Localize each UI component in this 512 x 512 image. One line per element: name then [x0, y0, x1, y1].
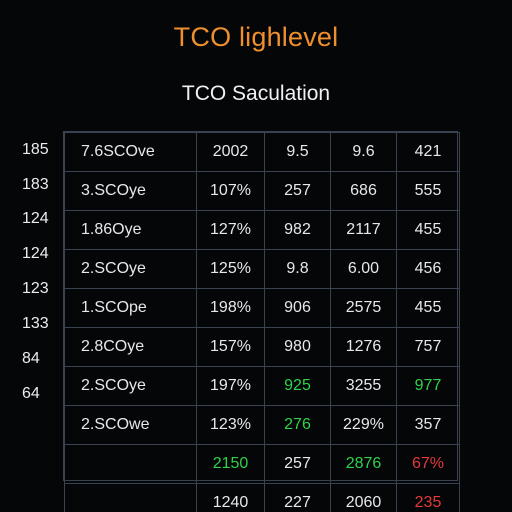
- table-cell: 980: [264, 327, 331, 367]
- table-cell: 1.86Oye: [64, 210, 197, 250]
- table-cell: 757: [396, 327, 460, 367]
- table-cell: 2060: [330, 483, 397, 512]
- table-row: 1.86Oye 127% 982 2117 455: [64, 210, 460, 250]
- row-index: 123: [22, 280, 49, 297]
- table-cell: 456: [396, 249, 460, 289]
- table-row: 2.SCOye 125% 9.8 6.00 456: [64, 249, 460, 289]
- table-cell: 7.6SCOve: [64, 132, 197, 172]
- table-cell: 276: [264, 405, 331, 445]
- row-index: 133: [22, 315, 49, 332]
- table-row: 2.SCOye 197% 925 3255 977: [64, 366, 460, 406]
- table-cell: 127%: [196, 210, 265, 250]
- table-cell: 2.SCOye: [64, 366, 197, 406]
- table-cell: 455: [396, 210, 460, 250]
- table-cell: 229%: [330, 405, 397, 445]
- table-cell: 257: [264, 444, 331, 484]
- table-row: 7.6SCOve 2002 9.5 9.6 421: [64, 132, 460, 172]
- table-cell: 2150: [196, 444, 265, 484]
- table-cell: 123%: [196, 405, 265, 445]
- table-cell: [64, 444, 197, 484]
- table-cell: 1240: [196, 483, 265, 512]
- table-row: 2.8COye 157% 980 1276 757: [64, 327, 460, 367]
- table-cell: 3255: [330, 366, 397, 406]
- table-cell: 2.SCOye: [64, 249, 197, 289]
- row-index: 185: [22, 141, 49, 158]
- table-cell: 198%: [196, 288, 265, 328]
- table-cell: 257: [264, 171, 331, 211]
- table-cell: 357: [396, 405, 460, 445]
- table-cell: 925: [264, 366, 331, 406]
- table-cell: 9.8: [264, 249, 331, 289]
- table-cell: 1.SCOpe: [64, 288, 197, 328]
- table-row: 1.SCOpe 198% 906 2575 455: [64, 288, 460, 328]
- table-cell: 977: [396, 366, 460, 406]
- table-cell: 2.8COye: [64, 327, 197, 367]
- table-cell: [64, 483, 197, 512]
- table-cell: 906: [264, 288, 331, 328]
- table-row: 2150 257 2876 67%: [64, 444, 460, 484]
- tco-table: 7.6SCOve 2002 9.5 9.6 421 3.SCOye 107% 2…: [63, 131, 460, 512]
- table-cell: 686: [330, 171, 397, 211]
- table-cell: 982: [264, 210, 331, 250]
- row-index: 64: [22, 385, 40, 402]
- table-cell: 2575: [330, 288, 397, 328]
- table-cell: 157%: [196, 327, 265, 367]
- page-subtitle: TCO Saculation: [181, 82, 331, 105]
- table-cell: 555: [396, 171, 460, 211]
- table-cell: 2117: [330, 210, 397, 250]
- table-cell: 125%: [196, 249, 265, 289]
- table-cell: 107%: [196, 171, 265, 211]
- table-cell: 455: [396, 288, 460, 328]
- table-cell: 9.5: [264, 132, 331, 172]
- table-cell: 3.SCOye: [64, 171, 197, 211]
- table-cell: 421: [396, 132, 460, 172]
- table-cell: 2.SCOwe: [64, 405, 197, 445]
- table-cell: 227: [264, 483, 331, 512]
- table-cell: 2876: [330, 444, 397, 484]
- table-cell: 197%: [196, 366, 265, 406]
- table-cell: 2002: [196, 132, 265, 172]
- table-row: 3.SCOye 107% 257 686 555: [64, 171, 460, 211]
- row-index: 84: [22, 350, 40, 367]
- row-index: 183: [22, 176, 49, 193]
- row-index: 124: [22, 245, 49, 262]
- table-row: 1240 227 2060 235: [64, 483, 460, 512]
- table-row: 2.SCOwe 123% 276 229% 357: [64, 405, 460, 445]
- table-cell: 9.6: [330, 132, 397, 172]
- page-title: TCO lighlevel: [173, 22, 339, 52]
- table-cell: 1276: [330, 327, 397, 367]
- table-cell: 6.00: [330, 249, 397, 289]
- table-cell: 235: [396, 483, 460, 512]
- table-cell: 67%: [396, 444, 460, 484]
- row-index: 124: [22, 210, 49, 227]
